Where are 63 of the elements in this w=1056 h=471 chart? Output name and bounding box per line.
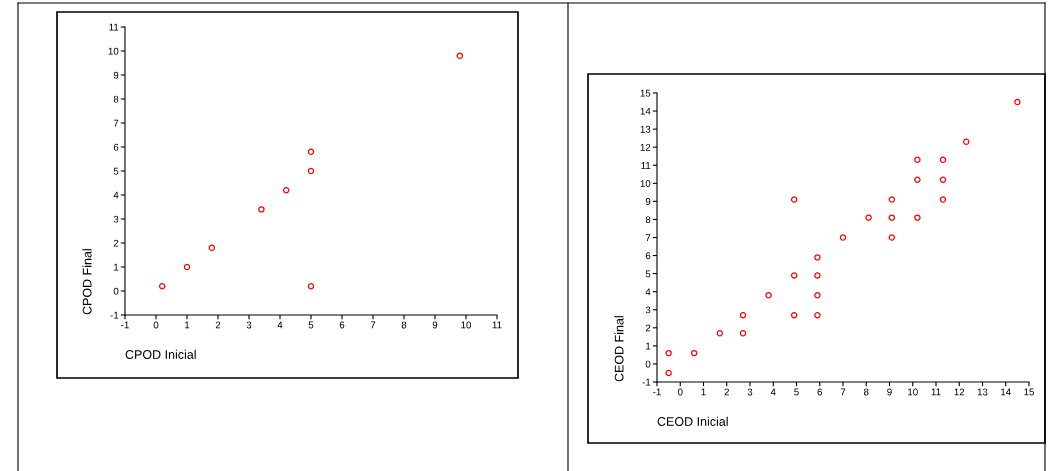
x-tick-label: 1 bbox=[701, 388, 706, 396]
x-tick-label: 10 bbox=[908, 388, 918, 396]
x-tick-label: 14 bbox=[1001, 388, 1011, 396]
y-tick-label: 1 bbox=[114, 263, 119, 271]
y-tick-label: 0 bbox=[113, 287, 119, 295]
y-axis-title: CPOD Final bbox=[82, 249, 92, 315]
x-tick-label: 12 bbox=[954, 388, 965, 396]
y-tick-label: 10 bbox=[640, 180, 651, 187]
x-tick-label: 6 bbox=[339, 321, 345, 329]
y-tick-label: 9 bbox=[645, 198, 651, 205]
y-tick-label: 7 bbox=[113, 119, 119, 127]
y-tick-label: 10 bbox=[108, 47, 119, 55]
y-tick-label: 13 bbox=[640, 125, 651, 133]
x-axis-title: CEOD Inicial bbox=[657, 416, 728, 426]
x-tick-label: 3 bbox=[747, 388, 753, 396]
x-tick-label: 7 bbox=[370, 321, 376, 329]
y-tick-label: 4 bbox=[645, 288, 651, 296]
y-tick-label: 6 bbox=[645, 252, 651, 260]
x-tick-label: 4 bbox=[277, 321, 283, 329]
y-tick-label: 4 bbox=[113, 191, 119, 199]
x-tick-label: 5 bbox=[794, 388, 799, 396]
x-tick-label: 1 bbox=[185, 321, 190, 329]
x-tick-label: 13 bbox=[977, 388, 988, 396]
x-tick-label: 0 bbox=[153, 321, 159, 329]
y-tick-label: 3 bbox=[645, 306, 651, 314]
x-tick-label: 5 bbox=[308, 321, 314, 329]
y-tick-label: 5 bbox=[645, 270, 651, 278]
x-tick-label: 11 bbox=[492, 321, 502, 329]
y-tick-label: 1 bbox=[646, 342, 651, 350]
y-tick-label: 15 bbox=[640, 89, 651, 97]
y-tick-label: -1 bbox=[642, 378, 651, 386]
y-tick-label: 11 bbox=[641, 162, 651, 169]
y-tick-label: 9 bbox=[113, 71, 119, 79]
x-tick-label: 8 bbox=[401, 321, 407, 329]
x-tick-label: 11 bbox=[931, 388, 941, 396]
x-tick-label: 4 bbox=[770, 388, 776, 396]
y-tick-label: 8 bbox=[645, 216, 651, 224]
y-axis-title: CEOD Final bbox=[614, 316, 624, 382]
x-tick-label: 2 bbox=[215, 321, 221, 329]
x-axis-title: CPOD Inicial bbox=[125, 349, 196, 359]
x-tick-label: 9 bbox=[887, 388, 892, 396]
x-tick-label: -1 bbox=[121, 321, 129, 329]
y-tick-label: 3 bbox=[113, 215, 119, 223]
y-tick-label: 2 bbox=[113, 239, 119, 247]
y-tick-label: 12 bbox=[640, 143, 651, 151]
y-tick-label: 7 bbox=[645, 234, 651, 242]
x-tick-label: 10 bbox=[461, 321, 472, 329]
y-tick-label: 5 bbox=[113, 167, 119, 175]
x-tick-label: 2 bbox=[724, 388, 729, 396]
x-tick-label: 8 bbox=[863, 388, 869, 396]
x-tick-label: 0 bbox=[677, 388, 683, 396]
x-tick-label: 15 bbox=[1024, 388, 1034, 396]
y-tick-label: 0 bbox=[645, 360, 651, 368]
y-tick-label: 14 bbox=[640, 107, 651, 115]
x-tick-label: 7 bbox=[840, 388, 846, 396]
x-tick-label: -1 bbox=[653, 388, 661, 396]
x-tick-label: 3 bbox=[246, 321, 252, 329]
y-tick-label: 6 bbox=[113, 143, 119, 151]
y-tick-label: -1 bbox=[110, 311, 119, 319]
x-tick-label: 9 bbox=[432, 321, 438, 329]
x-tick-label: 6 bbox=[817, 388, 823, 396]
y-tick-label: 8 bbox=[113, 95, 119, 103]
y-tick-label: 11 bbox=[109, 23, 119, 31]
